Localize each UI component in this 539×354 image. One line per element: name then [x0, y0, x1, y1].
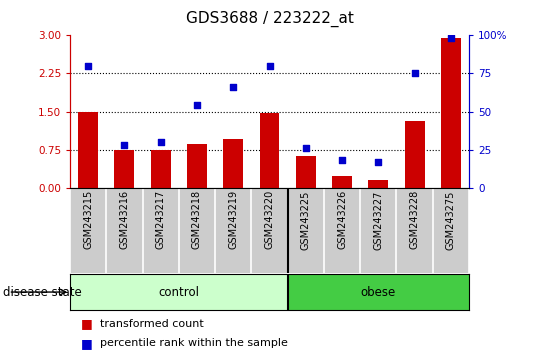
Text: transformed count: transformed count [100, 319, 203, 329]
Point [374, 159, 383, 165]
Bar [441, 38, 461, 188]
Point [192, 103, 201, 108]
Text: GSM243275: GSM243275 [446, 190, 456, 250]
Bar [223, 139, 243, 188]
Bar [260, 113, 279, 188]
Text: GDS3688 / 223222_at: GDS3688 / 223222_at [185, 11, 354, 27]
Bar [151, 149, 171, 188]
Point [265, 63, 274, 69]
Bar [296, 156, 316, 188]
Text: control: control [158, 286, 199, 298]
Text: GSM243228: GSM243228 [410, 190, 419, 250]
Text: GSM243218: GSM243218 [192, 190, 202, 249]
Bar [332, 176, 352, 188]
Text: ■: ■ [81, 318, 93, 330]
Bar [70, 274, 288, 310]
Text: GSM243219: GSM243219 [228, 190, 238, 249]
Bar [187, 144, 207, 188]
Point [229, 84, 238, 90]
Point [301, 145, 310, 151]
Text: GSM243220: GSM243220 [265, 190, 274, 250]
Bar [288, 274, 469, 310]
Text: GSM243217: GSM243217 [156, 190, 165, 250]
Point [410, 71, 419, 76]
Point [84, 63, 93, 69]
Text: ■: ■ [81, 337, 93, 350]
Text: GSM243226: GSM243226 [337, 190, 347, 250]
Point [338, 158, 347, 163]
Bar [78, 112, 98, 188]
Text: GSM243227: GSM243227 [374, 190, 383, 250]
Text: disease state: disease state [3, 286, 81, 298]
Bar [368, 180, 388, 188]
Text: obese: obese [361, 286, 396, 298]
Point [446, 36, 455, 41]
Text: GSM243216: GSM243216 [120, 190, 129, 249]
Point [156, 139, 165, 145]
Bar [405, 121, 425, 188]
Bar [114, 149, 134, 188]
Point [120, 142, 129, 148]
Text: GSM243215: GSM243215 [83, 190, 93, 250]
Text: percentile rank within the sample: percentile rank within the sample [100, 338, 288, 348]
Text: GSM243225: GSM243225 [301, 190, 311, 250]
